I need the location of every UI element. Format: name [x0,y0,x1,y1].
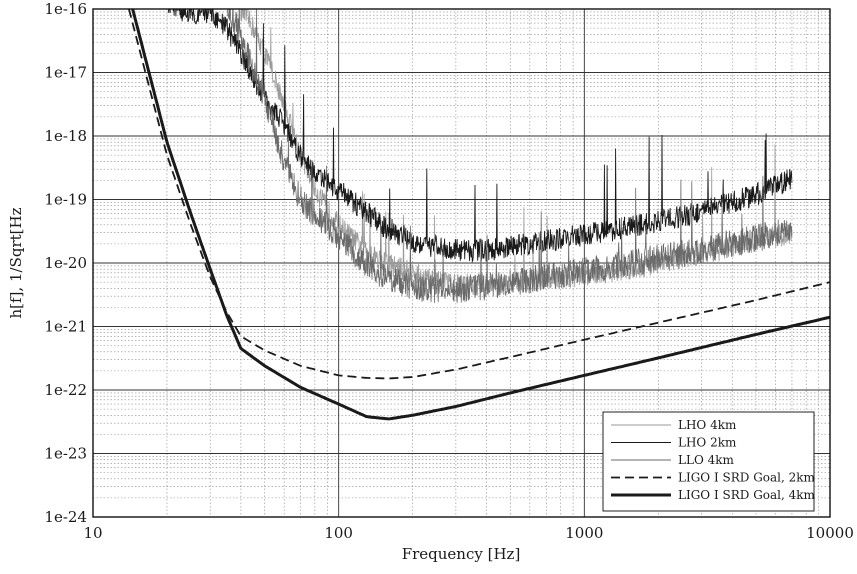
y-tick-label: 1e-23 [44,445,87,463]
legend-label: LIGO I SRD Goal, 2km [678,471,816,485]
y-tick-labels: 1e-24 1e-23 1e-22 1e-21 1e-20 1e-19 1e-18 1e-17… [44,0,87,526]
x-tick-label: 10000 [806,524,854,542]
legend-label: LLO 4km [678,453,734,467]
y-tick-label: 1e-21 [44,318,87,336]
y-tick-label: 1e-22 [44,381,87,399]
x-tick-label: 100 [324,524,353,542]
y-tick-label: 1e-20 [44,254,87,272]
y-tick-label: 1e-24 [44,508,87,526]
x-axis-title: Frequency [Hz] [402,545,521,563]
x-tick-label: 10 [83,524,102,542]
legend: LHO 4km LHO 2km LLO 4km LIGO I SRD Goal, 2k… [603,412,816,511]
legend-label: LHO 4km [678,418,737,432]
y-tick-label: 1e-19 [44,191,87,209]
y-tick-label: 1e-16 [44,0,87,18]
x-tick-label: 1000 [565,524,603,542]
y-tick-label: 1e-17 [44,64,87,82]
legend-label: LHO 2km [678,436,737,450]
y-axis-title: h[f], 1/Sqrt[Hz [7,207,25,318]
legend-label: LIGO I SRD Goal, 4km [678,488,816,502]
y-tick-label: 1e-18 [44,127,87,145]
